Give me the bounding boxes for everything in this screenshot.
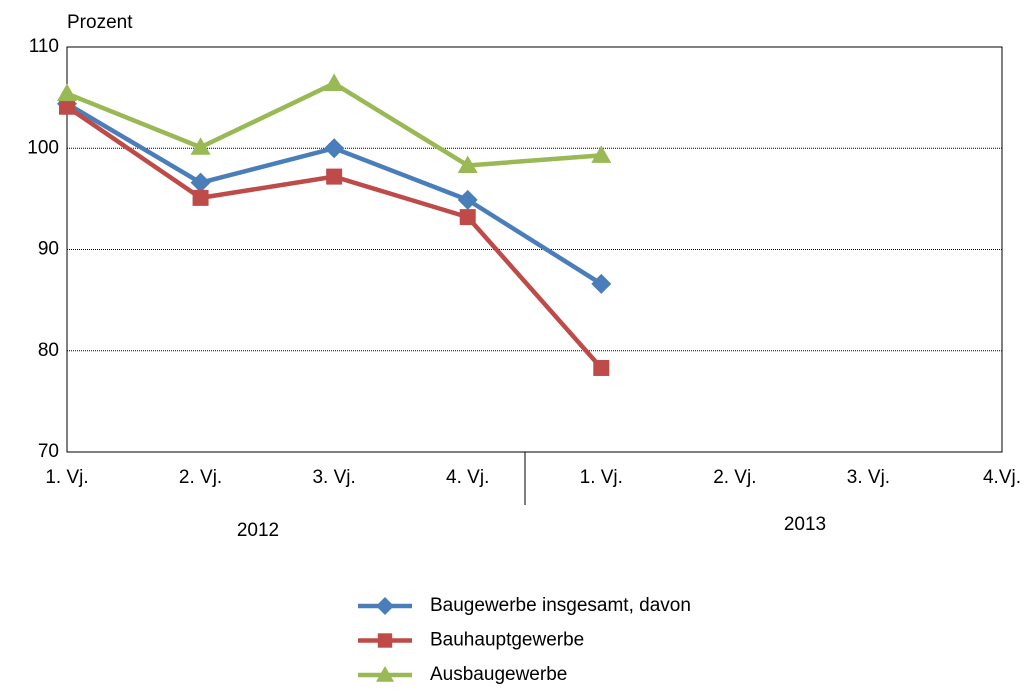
series-line bbox=[65, 101, 603, 286]
x-tick-label: 1. Vj. bbox=[45, 467, 88, 488]
marker bbox=[192, 189, 209, 206]
x-tick-label: 1. Vj. bbox=[580, 467, 623, 488]
marker bbox=[376, 666, 394, 682]
x-tick-label: 4.Vj. bbox=[983, 467, 1021, 488]
y-tick-label: 70 bbox=[38, 441, 59, 462]
plot-border bbox=[66, 46, 1003, 453]
marker bbox=[376, 597, 394, 615]
legend-label: Bauhauptgewerbe bbox=[430, 630, 584, 651]
y-tick-label: 100 bbox=[27, 137, 59, 158]
marker bbox=[57, 83, 77, 102]
legend-label: Ausbaugewerbe bbox=[430, 664, 567, 685]
year-label: 2012 bbox=[237, 520, 279, 541]
y-axis-label: Prozent bbox=[67, 12, 133, 33]
legend-label: Baugewerbe insgesamt, davon bbox=[430, 595, 691, 616]
x-tick-label: 2. Vj. bbox=[179, 467, 222, 488]
marker bbox=[457, 155, 478, 173]
marker bbox=[591, 273, 612, 294]
y-tick-label: 110 bbox=[29, 36, 59, 57]
marker bbox=[190, 137, 211, 155]
marker bbox=[457, 189, 478, 210]
marker bbox=[377, 633, 393, 648]
marker bbox=[326, 168, 343, 185]
marker bbox=[591, 145, 612, 163]
marker bbox=[59, 98, 75, 115]
marker bbox=[324, 73, 345, 91]
x-tick-label: 3. Vj. bbox=[312, 467, 355, 488]
year-label: 2013 bbox=[784, 514, 826, 535]
y-tick-label: 90 bbox=[38, 239, 59, 260]
x-tick-label: 3. Vj. bbox=[847, 467, 890, 488]
x-tick-label: 2. Vj. bbox=[713, 467, 756, 488]
marker bbox=[324, 138, 345, 159]
y-tick-label: 80 bbox=[38, 340, 59, 361]
x-tick-label: 4. Vj. bbox=[446, 467, 489, 488]
marker bbox=[593, 359, 610, 376]
marker bbox=[459, 209, 476, 226]
marker bbox=[190, 172, 211, 193]
